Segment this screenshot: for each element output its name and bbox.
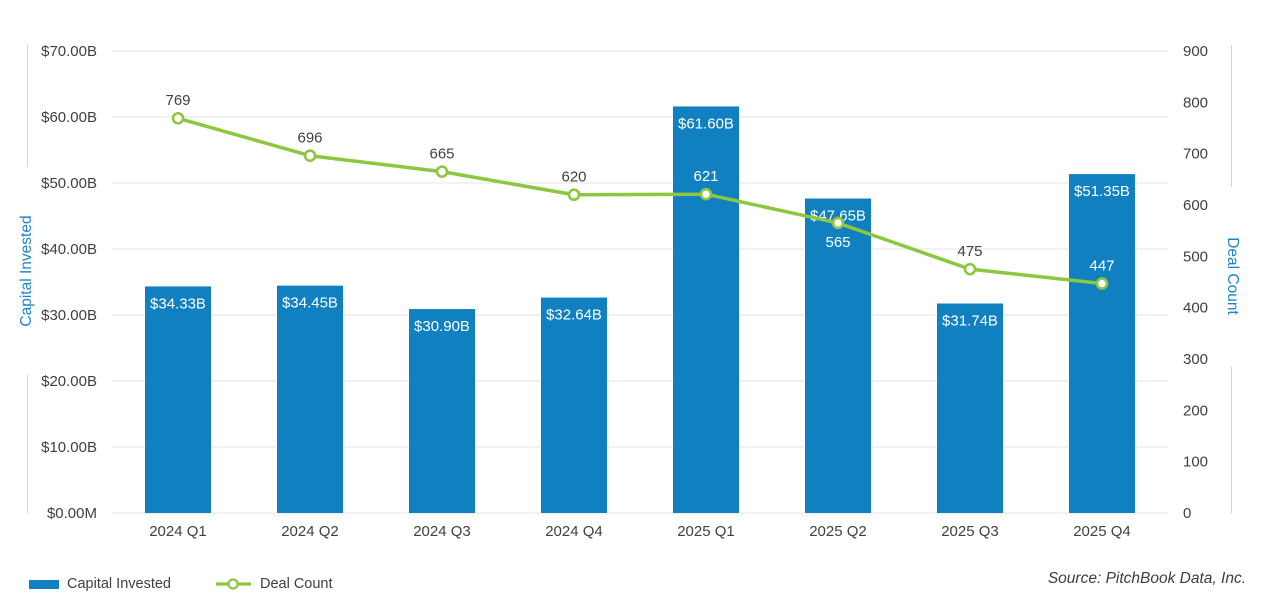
bar-value-label: $31.74B — [942, 313, 998, 330]
deal-count-label: 565 — [825, 234, 850, 251]
bar-value-label: $34.33B — [150, 295, 206, 312]
x-axis-label: 2024 Q3 — [413, 523, 471, 540]
bar-value-label: $51.35B — [1074, 183, 1130, 200]
bar-2024-q2[interactable] — [277, 285, 343, 513]
deal-count-marker[interactable] — [303, 149, 317, 163]
deal-count-label: 769 — [165, 92, 190, 109]
legend-label-capital-invested: Capital Invested — [67, 576, 171, 592]
x-axis-label: 2025 Q1 — [677, 523, 735, 540]
x-axis-label: 2024 Q4 — [545, 523, 603, 540]
right-axis-tick-label: 500 — [1183, 248, 1208, 265]
right-axis-tick-label: 400 — [1183, 300, 1208, 317]
left-axis-tick-label: $0.00M — [47, 505, 97, 522]
left-axis-tick-label: $60.00B — [41, 109, 97, 126]
deal-count-marker[interactable] — [567, 188, 581, 202]
bar-value-label: $61.60B — [678, 115, 734, 132]
left-axis-tick-label: $70.00B — [41, 43, 97, 60]
legend-item-deal-count[interactable]: Deal Count — [215, 576, 333, 592]
bar-value-label: $32.64B — [546, 307, 602, 324]
bar-value-label: $30.90B — [414, 318, 470, 335]
legend-item-capital-invested[interactable]: Capital Invested — [29, 576, 171, 592]
deal-count-label: 475 — [957, 243, 982, 260]
right-axis-tick-label: 100 — [1183, 454, 1208, 471]
deal-count-label: 665 — [429, 146, 454, 163]
x-axis-label: 2024 Q2 — [281, 523, 339, 540]
left-axis-title: Capital Invested — [18, 215, 35, 326]
deal-count-marker[interactable] — [171, 111, 185, 125]
capital-invested-swatch-icon — [29, 579, 59, 589]
left-axis-tick-label: $30.00B — [41, 307, 97, 324]
x-axis-label: 2025 Q2 — [809, 523, 867, 540]
deal-count-marker[interactable] — [435, 165, 449, 178]
bar-2024-q3[interactable] — [409, 309, 475, 513]
bar-value-label: $34.45B — [282, 295, 338, 312]
right-axis-tick-label: 200 — [1183, 402, 1208, 419]
bar-2025-q3[interactable] — [937, 303, 1003, 513]
left-axis-tick-label: $40.00B — [41, 241, 97, 258]
right-axis-tick-label: 800 — [1183, 94, 1208, 111]
legend-label-deal-count: Deal Count — [259, 576, 333, 592]
deal-count-swatch-icon — [215, 578, 251, 590]
x-axis-label: 2025 Q3 — [941, 523, 999, 540]
deal-count-label: 696 — [297, 130, 322, 147]
bar-2025-q4[interactable] — [1069, 174, 1135, 513]
left-axis-tick-label: $50.00B — [41, 175, 97, 192]
deal-count-marker[interactable] — [831, 216, 845, 230]
right-axis-tick-label: 900 — [1183, 43, 1208, 60]
bar-2024-q1[interactable] — [145, 286, 211, 513]
bar-2024-q4[interactable] — [541, 297, 607, 513]
x-axis-label: 2025 Q4 — [1073, 523, 1131, 540]
deal-count-marker[interactable] — [1095, 277, 1109, 290]
right-axis-tick-label: 300 — [1183, 351, 1208, 368]
deal-count-label: 620 — [561, 169, 586, 186]
bar-2025-q1[interactable] — [673, 106, 739, 513]
bar-2025-q2[interactable] — [805, 198, 871, 513]
legend: Capital Invested Deal Count — [29, 576, 333, 592]
right-axis-tick-label: 0 — [1183, 505, 1191, 522]
deal-count-marker[interactable] — [699, 187, 713, 201]
deal-count-label: 621 — [693, 168, 718, 185]
deal-count-label: 447 — [1089, 258, 1114, 275]
x-axis-label: 2024 Q1 — [149, 523, 207, 540]
right-axis-tick-label: 600 — [1183, 197, 1208, 214]
right-axis-title: Deal Count — [1224, 237, 1241, 315]
source-text: Source: PitchBook Data, Inc. — [1047, 570, 1246, 587]
deal-count-marker[interactable] — [963, 262, 977, 276]
left-axis-tick-label: $10.00B — [41, 439, 97, 456]
deal-count-line — [176, 116, 1104, 286]
left-axis-tick-label: $20.00B — [41, 373, 97, 390]
right-axis-tick-label: 700 — [1183, 146, 1208, 163]
